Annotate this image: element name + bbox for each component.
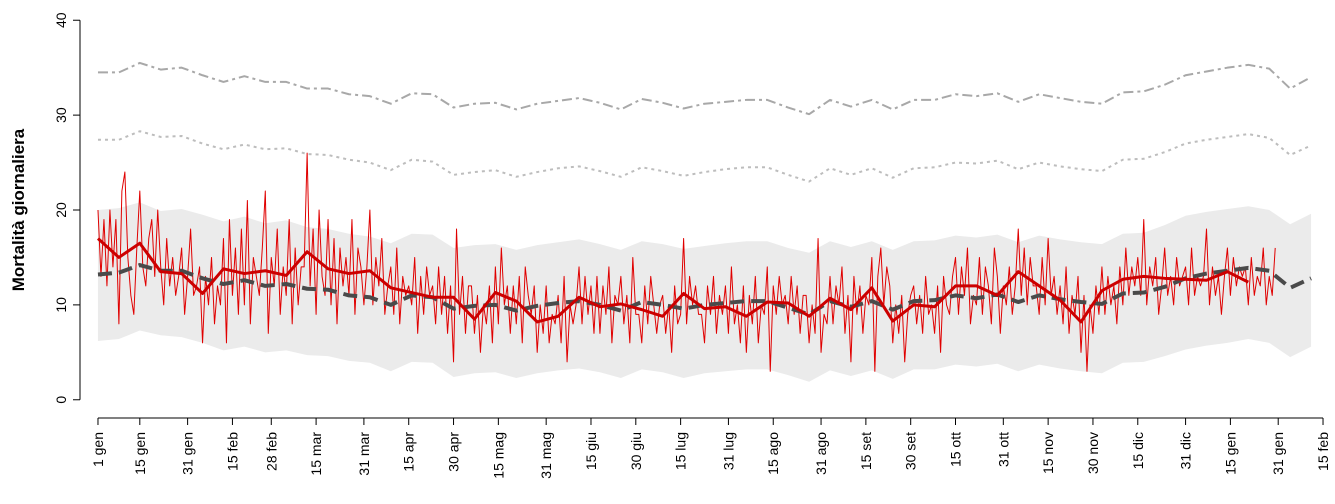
- x-tick-label: 15 feb: [1315, 432, 1331, 471]
- x-tick-label: 15 apr: [401, 432, 417, 472]
- x-tick-label: 15 lug: [673, 432, 689, 470]
- x-tick-label: 31 mag: [538, 432, 554, 479]
- x-tick-label: 31 ott: [995, 432, 1011, 467]
- x-tick-label: 30 set: [903, 432, 919, 470]
- x-tick-label: 15 gen: [1222, 432, 1238, 475]
- y-tick-label: 10: [53, 297, 69, 313]
- x-tick-label: 15 giu: [583, 432, 599, 470]
- x-tick-label: 31 dic: [1178, 432, 1194, 469]
- x-tick-label: 15 set: [858, 432, 874, 470]
- series-line: [96, 237, 1249, 324]
- x-tick-label: 15 gen: [132, 432, 148, 475]
- x-tick-label: 15 ott: [948, 432, 964, 467]
- x-tick-label: 15 dic: [1130, 432, 1146, 469]
- x-tick-label: 30 giu: [628, 432, 644, 470]
- x-tick-label: 15 ago: [765, 432, 781, 475]
- x-tick-label: 15 mag: [490, 432, 506, 479]
- x-tick-label: 15 feb: [224, 432, 240, 471]
- y-axis-label: Mortalità giornaliera: [9, 128, 28, 291]
- y-tick-label: 0: [53, 396, 69, 404]
- series-line: [97, 61, 1312, 116]
- x-tick-label: 31 gen: [180, 432, 196, 475]
- x-tick-label: 31 mar: [356, 432, 372, 476]
- x-tick-label: 31 ago: [813, 432, 829, 475]
- series-line: [97, 130, 1312, 183]
- x-tick-label: 31 gen: [1270, 432, 1286, 475]
- x-tick-label: 1 gen: [90, 432, 106, 467]
- reference-band: [97, 202, 1312, 382]
- y-tick-label: 40: [53, 12, 69, 28]
- x-tick-label: 30 nov: [1085, 432, 1101, 474]
- x-tick-label: 30 apr: [446, 432, 462, 472]
- y-tick-label: 20: [53, 202, 69, 218]
- x-tick-label: 31 lug: [720, 432, 736, 470]
- y-tick-label: 30: [53, 107, 69, 123]
- x-tick-label: 15 nov: [1040, 432, 1056, 474]
- x-tick-label: 28 feb: [263, 432, 279, 471]
- x-tick-label: 15 mar: [308, 432, 324, 476]
